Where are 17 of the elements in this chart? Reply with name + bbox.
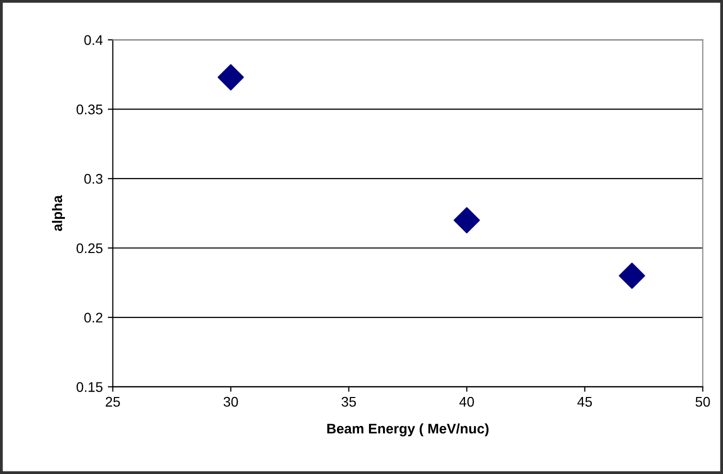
x-tick-label: 50	[696, 396, 710, 407]
point	[454, 207, 480, 234]
x-axis-title: Beam Energy ( MeV/nuc)	[327, 423, 489, 436]
point	[218, 64, 244, 90]
point	[618, 262, 646, 289]
x-tick-label: 40	[459, 396, 474, 407]
x-tick-label: 45	[577, 397, 592, 407]
x-tick-label: 35	[342, 396, 356, 407]
y-tick-label: 0.3	[84, 174, 102, 184]
x-tick-label: 25	[106, 396, 120, 407]
y-axis-title: alpha	[52, 195, 65, 232]
y-tick-label: 0.35	[76, 104, 102, 114]
y-tick-label: 0.25	[76, 243, 102, 254]
y-tick-label: 0.2	[84, 312, 102, 323]
y-tick-label: 0.15	[76, 382, 102, 392]
y-tick-label: 0.4	[84, 35, 103, 45]
x-tick-label: 30	[224, 396, 238, 407]
